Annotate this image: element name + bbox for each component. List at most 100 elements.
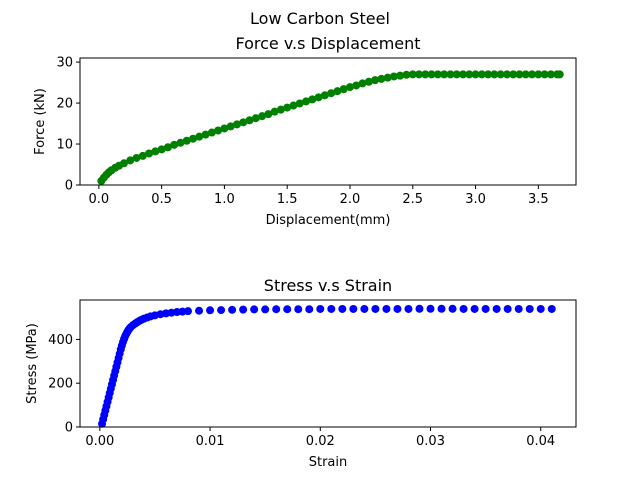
data-point: [305, 305, 314, 314]
data-point: [345, 83, 354, 92]
data-point: [228, 305, 237, 314]
data-point: [382, 304, 391, 313]
data-point: [437, 304, 446, 313]
x-tick-label: 0.04: [526, 434, 555, 449]
data-point: [371, 76, 380, 85]
data-point: [377, 74, 386, 83]
force-displacement-chart: Force v.s Displacement 0.0 0.5 1.0 1.5 2.0 2.…: [33, 34, 577, 228]
data-point: [360, 304, 369, 313]
data-point: [514, 304, 523, 313]
data-point: [283, 305, 292, 314]
data-point: [201, 130, 210, 139]
data-point: [320, 91, 329, 100]
x-tick-label: 1.5: [277, 192, 298, 207]
data-point: [484, 70, 493, 79]
y-axis-label: Force (kN): [33, 88, 48, 155]
data-point: [383, 73, 392, 82]
data-point: [145, 149, 154, 158]
data-point: [415, 304, 424, 313]
data-point: [528, 70, 537, 79]
data-point: [316, 304, 325, 313]
data-point: [465, 70, 474, 79]
chart-title: Force v.s Displacement: [235, 34, 420, 53]
data-point: [389, 72, 398, 81]
data-point: [294, 305, 303, 314]
chart-title: Stress v.s Strain: [264, 276, 392, 295]
y-tick-label: 10: [56, 138, 73, 153]
data-point: [220, 124, 229, 133]
figure-suptitle: Low Carbon Steel: [250, 9, 390, 28]
data-point: [182, 136, 191, 145]
data-point: [276, 105, 285, 114]
data-point: [349, 304, 358, 313]
scatter-points: [98, 304, 556, 428]
data-point: [126, 156, 135, 165]
data-point: [492, 304, 501, 313]
data-point: [308, 95, 317, 104]
plot-frame: [79, 299, 577, 428]
data-point: [289, 101, 298, 110]
data-point: [490, 70, 499, 79]
x-tick-label: 0.00: [85, 434, 114, 449]
data-point: [206, 306, 215, 315]
data-point: [283, 103, 292, 112]
data-point: [440, 70, 449, 79]
y-tick-label: 0: [65, 179, 73, 194]
data-point: [119, 159, 128, 168]
x-tick-label: 2.5: [402, 192, 423, 207]
data-point: [151, 147, 160, 156]
data-point: [217, 306, 226, 315]
data-point: [496, 70, 505, 79]
data-point: [446, 70, 455, 79]
data-point: [195, 306, 204, 315]
data-point: [245, 116, 254, 125]
y-ticks: 0 200 400: [48, 333, 80, 436]
data-point: [232, 120, 241, 129]
data-point: [157, 145, 166, 154]
data-point: [163, 143, 172, 152]
data-point: [339, 85, 348, 94]
data-point: [239, 305, 248, 314]
data-point: [503, 304, 512, 313]
scatter-points: [97, 70, 564, 185]
data-point: [481, 304, 490, 313]
x-tick-label: 3.5: [528, 192, 549, 207]
x-tick-label: 0.01: [196, 434, 225, 449]
x-tick-label: 2.0: [340, 192, 361, 207]
data-point: [170, 140, 179, 149]
data-point: [536, 304, 545, 313]
data-point: [521, 70, 530, 79]
data-point: [264, 110, 273, 119]
data-point: [459, 304, 468, 313]
x-axis-label: Strain: [309, 455, 348, 470]
x-tick-label: 1.0: [214, 192, 235, 207]
y-tick-label: 400: [48, 333, 73, 348]
data-point: [546, 70, 555, 79]
data-point: [250, 305, 259, 314]
data-point: [404, 304, 413, 313]
data-point: [502, 70, 511, 79]
data-point: [295, 99, 304, 108]
data-point: [477, 70, 486, 79]
data-point: [415, 70, 424, 79]
x-tick-label: 0.03: [416, 434, 445, 449]
stress-strain-chart: Stress v.s Strain 0.00 0.01 0.02 0.03 0.04 0…: [25, 276, 577, 470]
plot-frame: [79, 57, 577, 186]
data-point: [555, 70, 564, 79]
data-point: [138, 151, 147, 160]
data-point: [270, 107, 279, 116]
data-point: [195, 132, 204, 141]
data-point: [338, 304, 347, 313]
data-point: [371, 304, 380, 313]
data-point: [207, 128, 216, 137]
data-point: [471, 70, 480, 79]
data-point: [184, 307, 193, 316]
data-point: [352, 81, 361, 90]
data-point: [261, 305, 270, 314]
data-point: [470, 304, 479, 313]
data-point: [515, 70, 524, 79]
data-point: [408, 70, 417, 79]
y-tick-label: 30: [56, 56, 73, 71]
data-point: [393, 304, 402, 313]
